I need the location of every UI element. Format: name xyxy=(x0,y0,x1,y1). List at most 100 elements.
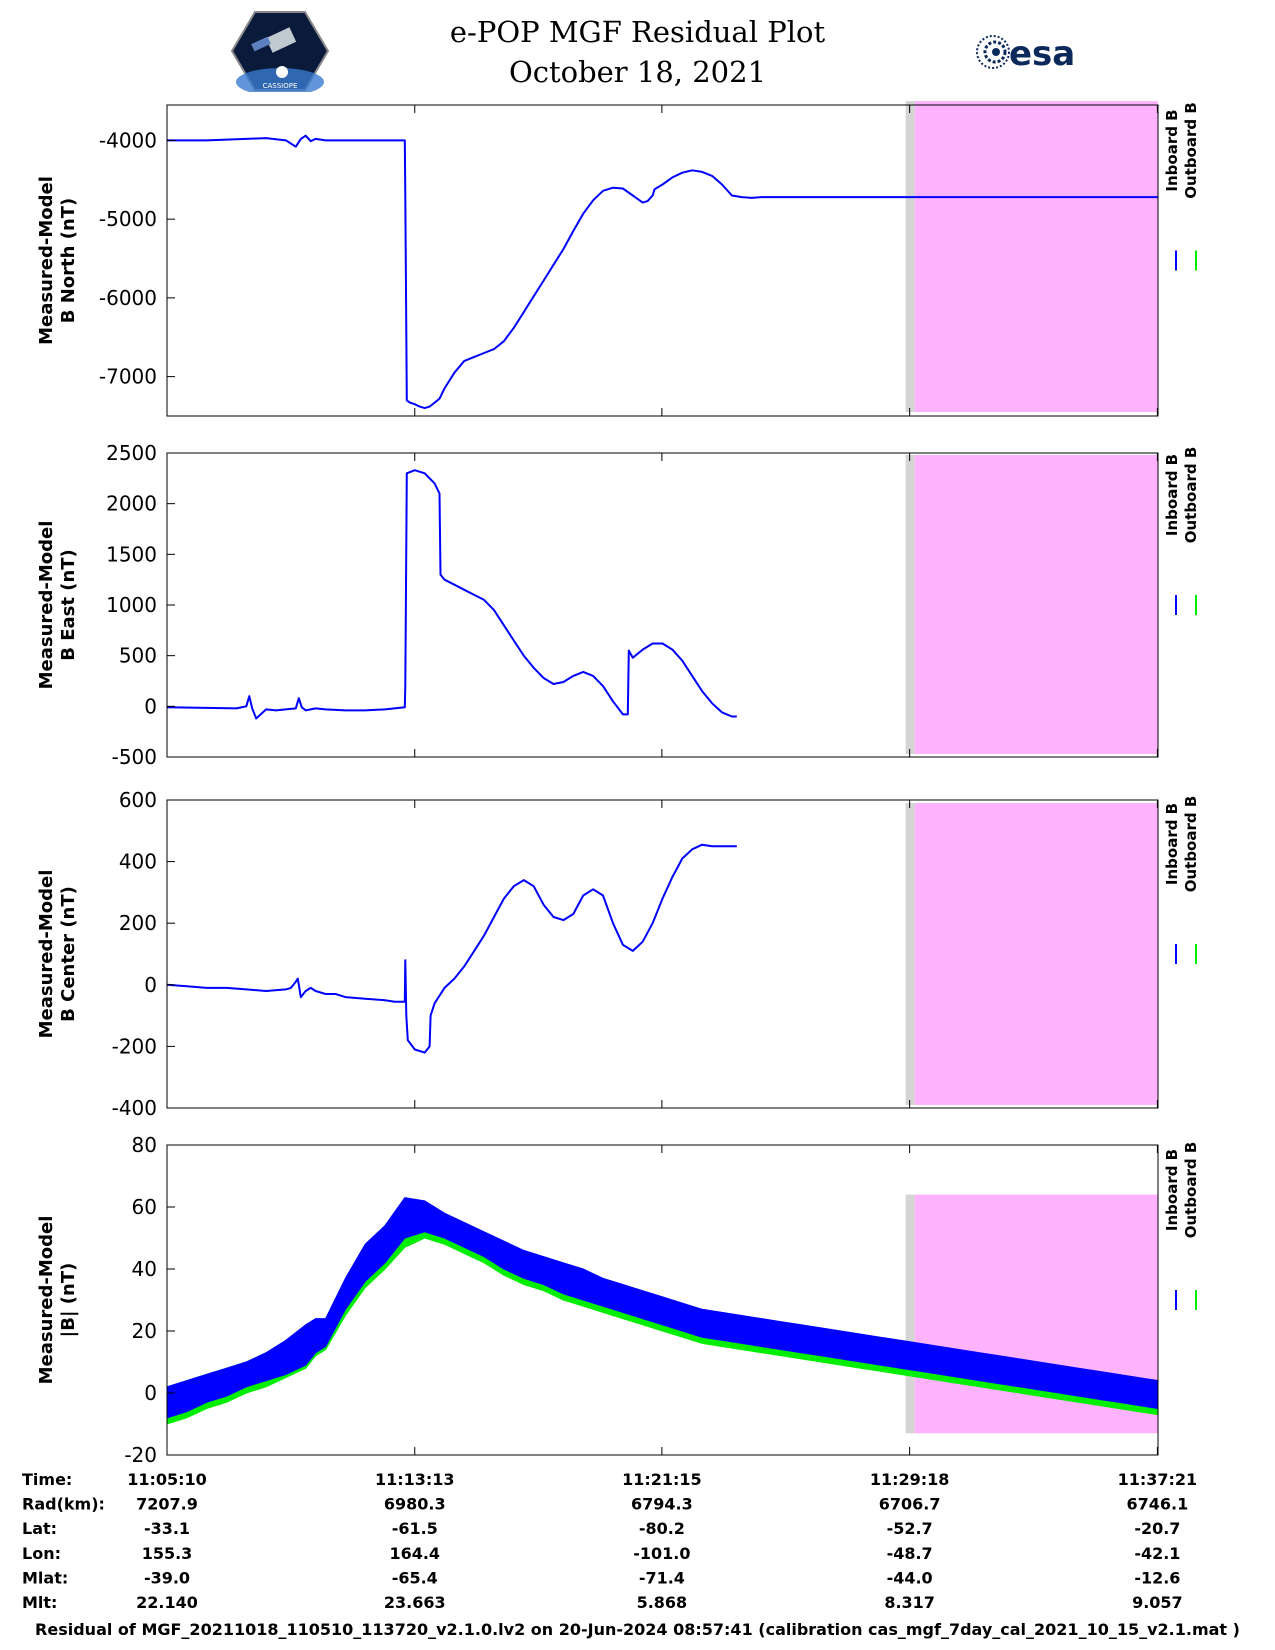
cassiope-logo-icon: CASSIOPE xyxy=(230,11,330,92)
y-axis-label-line2: B Center (nT) xyxy=(58,886,79,1022)
gray-region xyxy=(905,101,915,413)
y-tick-label: 0 xyxy=(144,694,157,718)
y-axis-label: Measured-ModelB North (nT) xyxy=(36,176,79,345)
y-axis-label-line2: |B| (nT) xyxy=(58,1263,79,1338)
legend-inboard-label: Inboard B xyxy=(1163,109,1181,191)
esa-logo-text: esa xyxy=(1009,34,1075,74)
ephemeris-row-label: Mlat: xyxy=(22,1568,68,1587)
ephemeris-value: 6794.3 xyxy=(631,1495,693,1514)
chart-panel-north: -7000 -6000 -5000 -4000 Measured-ModelB Nort… xyxy=(36,101,1200,417)
legend-outboard-label: Outboard B xyxy=(1182,102,1200,199)
y-tick-label: 200 xyxy=(119,911,157,935)
shaded-region xyxy=(914,455,1158,754)
chart-panel-east: -500 0 500 1000 1500 2000 2500 Measured-ModelB … xyxy=(36,441,1200,769)
ephemeris-value: -48.7 xyxy=(887,1544,933,1563)
y-axis-label-line1: Measured-Model xyxy=(36,521,57,690)
y-axis-label-line2: B East (nT) xyxy=(58,549,79,661)
series-line-inboard-b xyxy=(166,469,737,720)
y-tick-label: 2000 xyxy=(106,492,157,516)
y-axis-label-line1: Measured-Model xyxy=(36,176,57,345)
legend-outboard-label: Outboard B xyxy=(1182,1142,1200,1239)
y-tick-label: 400 xyxy=(119,850,157,874)
y-axis-label-line2: B North (nT) xyxy=(58,198,79,324)
ephemeris-value: 11:37:21 xyxy=(1118,1470,1198,1489)
ephemeris-value: 23.663 xyxy=(384,1593,446,1612)
gray-region xyxy=(905,803,915,1105)
y-tick-label: -6000 xyxy=(99,286,157,310)
ephemeris-value: 11:29:18 xyxy=(870,1470,950,1489)
y-tick-label: 0 xyxy=(144,1381,157,1405)
ephemeris-row-label: Time: xyxy=(22,1470,72,1489)
y-tick-label: 1000 xyxy=(106,593,157,617)
footer-caption: Residual of MGF_20211018_110510_113720_v… xyxy=(35,1620,1240,1639)
ephemeris-value: 8.317 xyxy=(884,1593,935,1612)
y-axis-label: Measured-Model|B| (nT) xyxy=(36,1216,79,1385)
ephemeris-value: 7207.9 xyxy=(136,1495,198,1514)
ephemeris-value: 22.140 xyxy=(136,1593,198,1612)
y-axis-label: Measured-ModelB Center (nT) xyxy=(36,870,79,1039)
y-tick-label: -500 xyxy=(112,745,157,769)
ephemeris-value: -42.1 xyxy=(1134,1544,1180,1563)
plot-date: October 18, 2021 xyxy=(508,55,767,89)
y-tick-label: -20 xyxy=(124,1443,157,1467)
plot-frame xyxy=(166,1144,1159,1456)
ephemeris-value: -44.0 xyxy=(887,1568,933,1587)
legend-inboard-label: Inboard B xyxy=(1163,454,1181,536)
ephemeris-value: -101.0 xyxy=(633,1544,690,1563)
legend-outboard-label: Outboard B xyxy=(1182,796,1200,893)
series-line-inboard-b xyxy=(167,134,1158,410)
ephemeris-value: 155.3 xyxy=(142,1544,193,1563)
y-tick-label: 600 xyxy=(119,788,157,812)
y-tick-label: 40 xyxy=(132,1257,157,1281)
legend-text: Inboard BOutboard B xyxy=(1163,796,1200,893)
y-tick-label: 1500 xyxy=(106,542,157,566)
chart-panel-total: -20 0 20 40 60 80 Measured-Model|B| (nT) Inboar… xyxy=(36,1133,1200,1467)
plot-frame xyxy=(166,104,1159,417)
chart-panel-center: -400 -200 0 200 400 600 Measured-ModelB Center… xyxy=(36,788,1200,1120)
ephemeris-table: Time: Rad(km): Lat: Lon: Mlat: Mlt: 11:05:10 72… xyxy=(22,1470,1197,1612)
y-tick-label: -200 xyxy=(112,1034,157,1058)
y-axis-label: Measured-ModelB East (nT) xyxy=(36,521,79,690)
legend-outboard-label: Outboard B xyxy=(1182,447,1200,544)
y-axis-label-line1: Measured-Model xyxy=(36,1216,57,1385)
y-tick-label: 2500 xyxy=(106,441,157,465)
shaded-region xyxy=(914,803,1158,1105)
y-tick-label: 0 xyxy=(144,973,157,997)
series-line-inboard-b xyxy=(166,843,737,1054)
gray-region xyxy=(905,1194,915,1434)
ephemeris-value: -33.1 xyxy=(144,1519,190,1538)
legend-inboard-label: Inboard B xyxy=(1163,1149,1181,1231)
ephemeris-value: 164.4 xyxy=(389,1544,440,1563)
y-tick-label: -5000 xyxy=(99,207,157,231)
ephemeris-value: 9.057 xyxy=(1132,1593,1183,1612)
ephemeris-value: -20.7 xyxy=(1134,1519,1180,1538)
ephemeris-row-label: Rad(km): xyxy=(22,1495,105,1514)
plot-title: e-POP MGF Residual Plot xyxy=(449,15,826,49)
legend-text: Inboard BOutboard B xyxy=(1163,447,1200,544)
ephemeris-value: 11:05:10 xyxy=(127,1470,207,1489)
y-tick-label: 20 xyxy=(132,1319,157,1343)
gray-region xyxy=(905,455,915,754)
y-tick-label: 80 xyxy=(132,1133,157,1157)
y-tick-label: -7000 xyxy=(99,365,157,389)
ephemeris-row-label: Mlt: xyxy=(22,1593,57,1612)
ephemeris-value: 11:13:13 xyxy=(375,1470,455,1489)
ephemeris-value: 11:21:15 xyxy=(622,1470,702,1489)
ephemeris-value: 6706.7 xyxy=(879,1495,941,1514)
ephemeris-value: -65.4 xyxy=(392,1568,438,1587)
ephemeris-row-label: Lon: xyxy=(22,1544,61,1563)
legend-text: Inboard BOutboard B xyxy=(1163,1142,1200,1239)
shaded-region xyxy=(914,101,1158,413)
legend-text: Inboard BOutboard B xyxy=(1163,102,1200,199)
ephemeris-value: -71.4 xyxy=(639,1568,685,1587)
y-tick-label: 60 xyxy=(132,1195,157,1219)
ephemeris-value: -12.6 xyxy=(1134,1568,1180,1587)
y-tick-label: -400 xyxy=(112,1096,157,1120)
ephemeris-value: -39.0 xyxy=(144,1568,190,1587)
cassiope-logo-text: CASSIOPE xyxy=(263,82,298,90)
ephemeris-value: 6980.3 xyxy=(384,1495,446,1514)
y-axis-label-line1: Measured-Model xyxy=(36,870,57,1039)
ephemeris-value: -52.7 xyxy=(887,1519,933,1538)
ephemeris-value: -80.2 xyxy=(639,1519,685,1538)
